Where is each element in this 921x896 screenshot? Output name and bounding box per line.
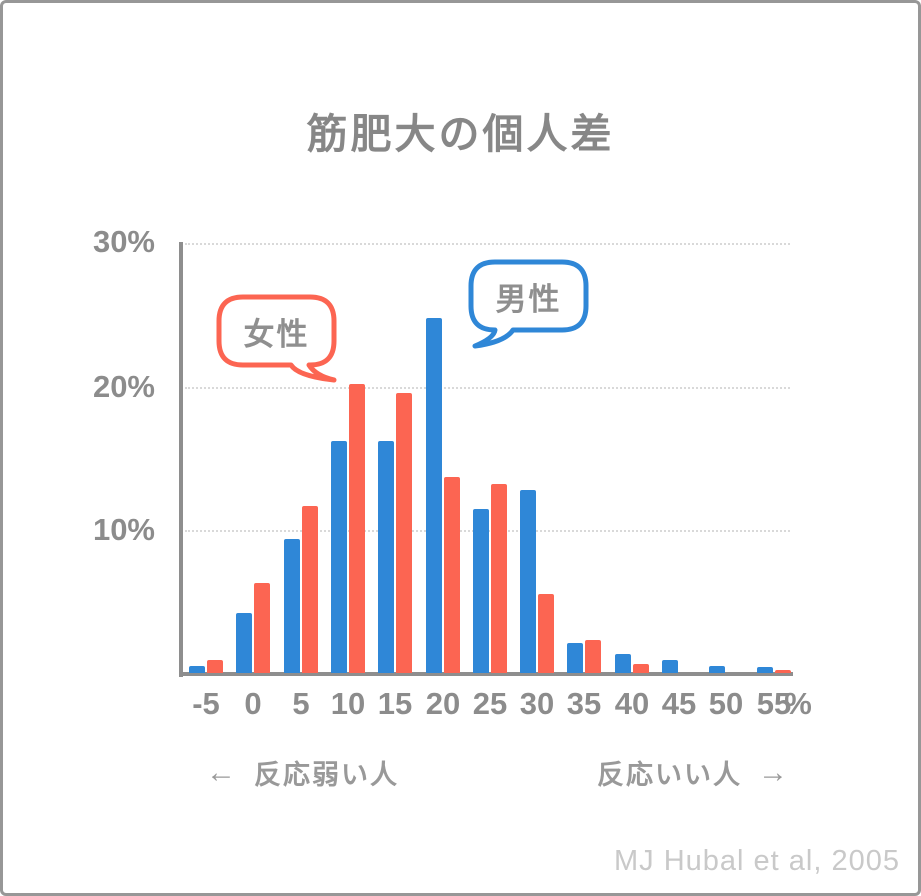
bar-female-30 <box>538 594 554 673</box>
arrow-left-icon: ← <box>206 755 238 789</box>
source-attribution: MJ Hubal et al, 2005 <box>614 845 900 877</box>
bar-male-0 <box>236 613 252 673</box>
bar-female-0 <box>254 583 270 673</box>
x-tick-label-20: 20 <box>425 686 461 721</box>
arrow-right-icon: → <box>758 755 790 789</box>
x-tick-label-25: 25 <box>472 686 508 721</box>
bar-male-50 <box>709 666 725 673</box>
bar-female-20 <box>444 477 460 673</box>
x-tick-label-55: 55 <box>756 686 792 721</box>
x-tick-label-5: 5 <box>292 686 310 721</box>
male-series-label: 男性 <box>495 281 562 317</box>
low-responders-note: ← 反応弱い人 <box>206 753 399 792</box>
bar-male-15 <box>378 441 394 673</box>
chart-title: 筋肥大の個人差 <box>306 111 615 157</box>
x-axis-unit: % <box>784 686 812 721</box>
female-series-label: 女性 <box>243 316 310 352</box>
x-tick-label-10: 10 <box>330 686 366 721</box>
bar-male-35 <box>567 643 583 673</box>
female-speech-bubble-outline <box>216 294 337 383</box>
bar-female-15 <box>396 393 412 673</box>
x-tick-label-45: 45 <box>661 686 697 721</box>
male-speech-bubble <box>468 259 589 349</box>
low-responders-label: 反応弱い人 <box>254 760 399 790</box>
y-tick-label-30: 30% <box>92 224 155 259</box>
bar-male-25 <box>473 509 489 673</box>
y-tick-label-10: 10% <box>92 512 155 547</box>
x-tick-label-40: 40 <box>614 686 650 721</box>
bar-male-5 <box>284 539 300 673</box>
gridline-20pct <box>185 387 790 389</box>
x-tick-label-50: 50 <box>708 686 744 721</box>
bar-female-35 <box>585 640 601 673</box>
bar-male-10 <box>331 441 347 673</box>
bar-male-30 <box>520 490 536 673</box>
gridline-30pct <box>185 243 790 245</box>
female-speech-bubble <box>216 294 337 383</box>
bar-female-25 <box>491 484 507 673</box>
high-responders-note: 反応いい人 → <box>597 753 790 792</box>
high-responders-label: 反応いい人 <box>597 760 742 790</box>
x-axis-labels: % -5 0 5 10 15 20 25 30 35 40 45 50 55 <box>183 686 823 726</box>
x-tick-label--5: -5 <box>192 686 220 721</box>
bar-female-5 <box>302 506 318 673</box>
bar-male-40 <box>615 654 631 673</box>
bar-male--5 <box>189 666 205 673</box>
y-tick-label-20: 20% <box>92 369 155 404</box>
y-axis-line <box>179 242 183 677</box>
x-tick-label-15: 15 <box>377 686 413 721</box>
male-speech-bubble-outline <box>468 259 589 349</box>
bar-female--5 <box>207 660 223 673</box>
x-tick-label-35: 35 <box>566 686 602 721</box>
x-tick-label-30: 30 <box>519 686 555 721</box>
plot-area <box>183 243 791 673</box>
bar-male-55 <box>757 667 773 673</box>
x-tick-label-0: 0 <box>244 686 262 721</box>
bar-female-40 <box>633 664 649 673</box>
bar-female-10 <box>349 384 365 673</box>
bar-male-45 <box>662 660 678 673</box>
x-axis-line <box>179 672 793 676</box>
bar-female-55 <box>775 670 791 673</box>
bar-male-20 <box>426 318 442 673</box>
